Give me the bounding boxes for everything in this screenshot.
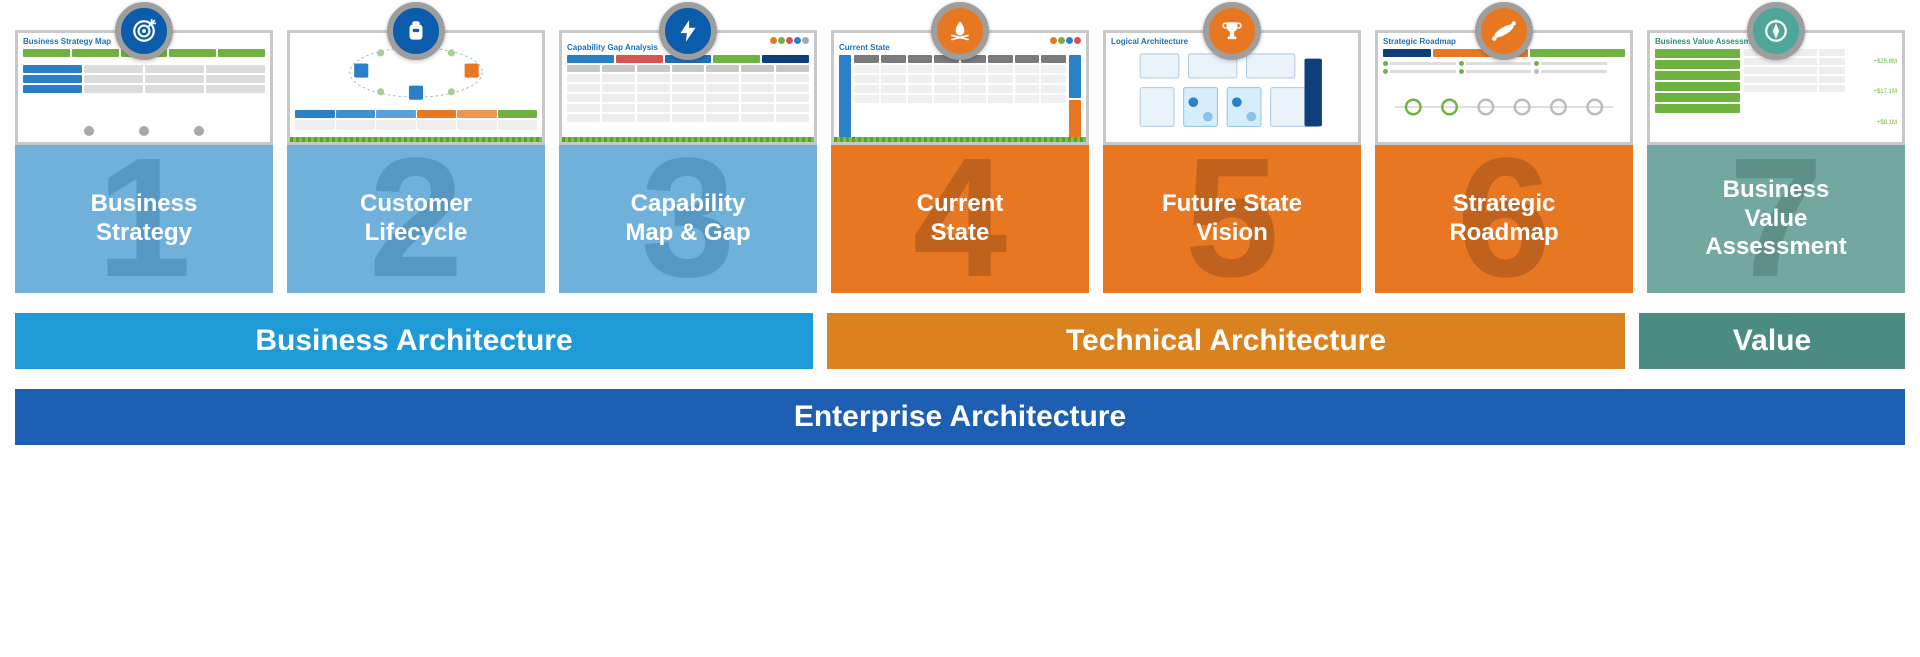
groups-row: Business Architecture Technical Architec… — [15, 313, 1905, 369]
tile-current-state: Current State — [831, 30, 1089, 293]
tile-label-text: CustomerLifecycle — [352, 190, 480, 248]
tiles-row: Business Strategy Map 1 BusinessStrategy — [15, 30, 1905, 293]
tile-label-text: Future StateVision — [1154, 190, 1310, 248]
tile-label: 3 CapabilityMap & Gap — [559, 145, 817, 293]
tile-label: 5 Future StateVision — [1103, 145, 1361, 293]
enterprise-bar: Enterprise Architecture — [15, 389, 1905, 445]
tile-label: 2 CustomerLifecycle — [287, 145, 545, 293]
kayak-icon — [1475, 2, 1533, 60]
tile-label-text: CurrentState — [909, 190, 1012, 248]
tile-future-state: Logical Architecture — [1103, 30, 1361, 293]
backpack-icon — [387, 2, 445, 60]
compass-icon — [1747, 2, 1805, 60]
tile-label: 7 BusinessValueAssessment — [1647, 145, 1905, 293]
thumb-title: Capability Gap Analysis — [567, 43, 658, 52]
tile-label: 6 StrategicRoadmap — [1375, 145, 1633, 293]
tile-label: 4 CurrentState — [831, 145, 1089, 293]
tile-label-text: BusinessValueAssessment — [1697, 176, 1854, 262]
tile-label: 1 BusinessStrategy — [15, 145, 273, 293]
campfire-icon — [931, 2, 989, 60]
tile-capability-gap: Capability Gap Analysis — [559, 30, 817, 293]
tile-value-assessment: Business Value Assessment — [1647, 30, 1905, 293]
tile-label-text: StrategicRoadmap — [1441, 190, 1566, 248]
group-technical: Technical Architecture — [827, 313, 1625, 369]
target-icon — [115, 2, 173, 60]
group-business: Business Architecture — [15, 313, 813, 369]
tile-customer-lifecycle: 2 CustomerLifecycle — [287, 30, 545, 293]
thumb-title: Current State — [839, 43, 890, 52]
bolt-icon — [659, 2, 717, 60]
trophy-icon — [1203, 2, 1261, 60]
group-value: Value — [1639, 313, 1905, 369]
tile-label-text: CapabilityMap & Gap — [617, 190, 758, 248]
architecture-diagram: Business Strategy Map 1 BusinessStrategy — [15, 30, 1905, 445]
tile-business-strategy: Business Strategy Map 1 BusinessStrategy — [15, 30, 273, 293]
tile-label-text: BusinessStrategy — [83, 190, 206, 248]
tile-roadmap: Strategic Roadmap — [1375, 30, 1633, 293]
